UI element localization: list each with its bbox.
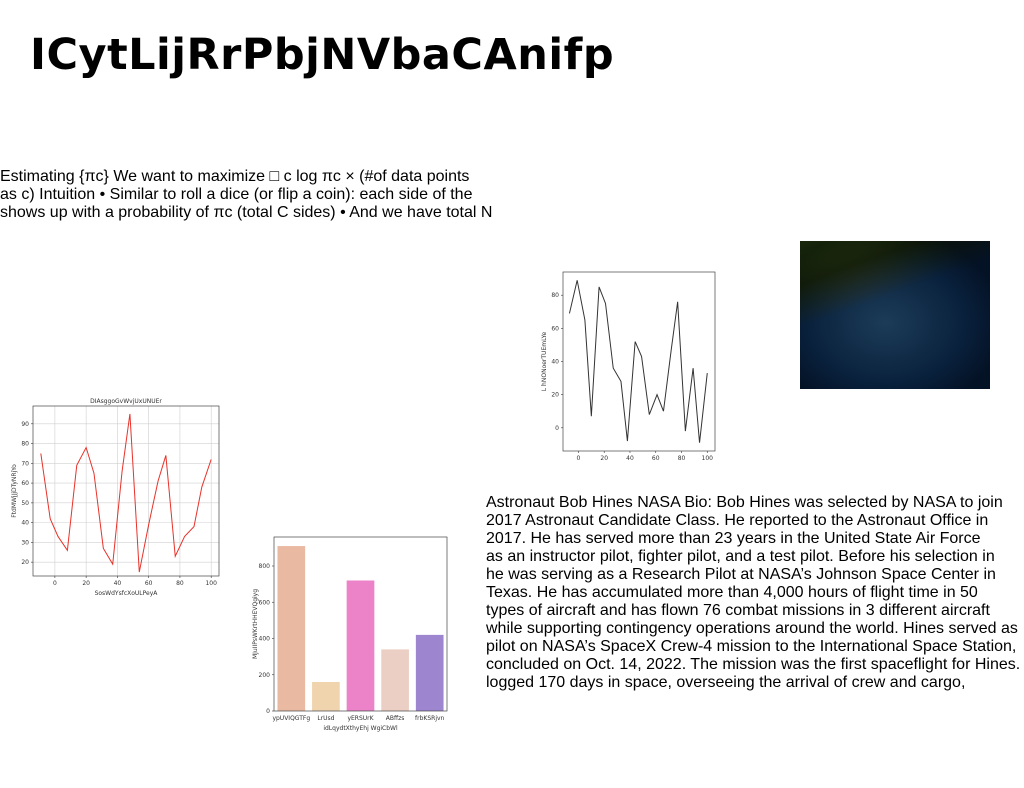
text-line: he was serving as a Research Pilot at NA…: [486, 566, 996, 583]
line-series: [40, 413, 212, 573]
x-tick-label: 100: [702, 455, 714, 462]
y-axis-label: L hNONoerTUEmLYe: [541, 332, 548, 392]
y-tick-label: 800: [259, 563, 271, 570]
chart: idLqydtXthyEhj WgiCbWl MJuIIPsWKrtHHEVQgi…: [252, 536, 448, 732]
text-line: 2017. He has served more than 23 years i…: [486, 530, 981, 547]
x-tick-label: 40: [626, 455, 634, 462]
y-tick-label: 40: [551, 359, 559, 366]
x-axis-label: SosWdYsfcXoULPeyA: [95, 590, 159, 597]
text-line: 2017 Astronaut Candidate Class. He repor…: [486, 512, 989, 529]
photo: [800, 241, 990, 389]
x-tick-label: 80: [678, 455, 686, 462]
x-tick-label: 0: [53, 580, 57, 587]
y-tick-label: 40: [21, 520, 29, 527]
x-tick-label: 60: [652, 455, 660, 462]
plot-frame: [32, 405, 220, 577]
plot-frame: [562, 271, 716, 452]
y-tick-label: 200: [259, 672, 271, 679]
y-tick-label: 90: [21, 421, 29, 428]
chart: DIAsggoGvWvjUxUNUEr SosWdYsfcXoULPeyA FtdM…: [11, 398, 220, 597]
text-line: shows up with a probability of πc (total…: [0, 204, 493, 221]
text-line: as an instructor pilot, fighter pilot, a…: [486, 548, 995, 565]
x-tick-label: LrUsd: [317, 715, 334, 722]
y-tick-label: 80: [21, 441, 29, 448]
text-line: as c) Intuition • Similar to roll a dice…: [0, 186, 473, 203]
chart-title: DIAsggoGvWvjUxUNUEr: [90, 398, 162, 405]
x-tick-label: ABffzs: [386, 715, 405, 722]
bar: [277, 546, 306, 711]
y-tick-label: 600: [259, 599, 271, 606]
plot-frame: [273, 536, 448, 712]
text-line: concluded on Oct. 14, 2022. The mission …: [486, 656, 1021, 673]
text-line: logged 170 days in space, overseeing the…: [486, 674, 966, 691]
bar: [381, 649, 409, 711]
y-tick-label: 20: [21, 559, 29, 566]
x-tick-label: frbKSRjvn: [415, 715, 445, 722]
x-tick-label: ypUVIQGTFg: [272, 715, 310, 722]
y-tick-label: 60: [21, 480, 29, 487]
paragraph: Astronaut Bob Hines NASA Bio: Bob Hines …: [486, 494, 1020, 692]
y-tick-label: 80: [551, 292, 559, 299]
bar: [312, 682, 340, 711]
x-tick-label: 20: [600, 455, 608, 462]
text-line: types of aircraft and has flown 76 comba…: [486, 602, 990, 619]
text-line: Astronaut Bob Hines NASA Bio: Bob Hines …: [486, 494, 1003, 511]
y-tick-label: 50: [21, 500, 29, 507]
y-tick-label: 400: [259, 636, 271, 643]
y-tick-label: 20: [551, 392, 559, 399]
y-axis-label: FtdMWjJjDTyNRjYo: [11, 464, 18, 518]
page-title: ICytLijRrPbjNVbaCAnifp: [30, 30, 615, 80]
y-axis-label: MJuIIPsWKrtHHEVQgiyg: [252, 589, 259, 659]
x-tick-label: 60: [145, 580, 153, 587]
x-tick-label: 80: [176, 580, 184, 587]
chart: rSwmPhPqUZZvwZyHkL hNONoerTUEmLYe0204060…: [541, 271, 716, 462]
y-tick-label: 30: [21, 539, 29, 546]
y-tick-label: 0: [266, 708, 270, 715]
paragraph: Estimating {πc} We want to maximize □ c …: [0, 168, 492, 222]
x-tick-label: yERSUrK: [347, 715, 374, 722]
x-tick-label: 0: [577, 455, 581, 462]
bar: [415, 634, 444, 711]
x-tick-label: 20: [82, 580, 90, 587]
x-tick-label: 100: [205, 580, 217, 587]
text-line: pilot on NASA’s SpaceX Crew-4 mission to…: [486, 638, 1017, 655]
text-line: Texas. He has accumulated more than 4,00…: [486, 584, 978, 601]
x-axis-label: idLqydtXthyEhj WgiCbWl: [323, 725, 398, 732]
bar: [346, 580, 375, 711]
y-tick-label: 0: [555, 425, 559, 432]
y-tick-label: 60: [551, 325, 559, 332]
text-line: while supporting contingency operations …: [486, 620, 1018, 637]
x-tick-label: 40: [114, 580, 122, 587]
y-tick-label: 70: [21, 460, 29, 467]
line-series: [568, 280, 708, 443]
text-line: Estimating {πc} We want to maximize □ c …: [0, 168, 470, 185]
